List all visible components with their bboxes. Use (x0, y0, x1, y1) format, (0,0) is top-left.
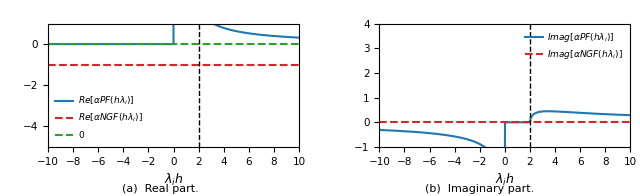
Text: (a)  Real part.: (a) Real part. (122, 184, 198, 194)
$Re[\alpha NGF(h\lambda_i)]$ (170, 64, 177, 66)
$0$ (182, 43, 190, 45)
$Imag[\alpha PF(h\lambda_i)]$ (403, 130, 410, 132)
$Imag[\alpha PF(h\lambda_i)]$ (488, 153, 495, 155)
Line: $Re[\alpha PF(h\lambda_i)]$: $Re[\alpha PF(h\lambda_i)]$ (48, 0, 198, 44)
Line: $Imag[\alpha PF(h\lambda_i)]$: $Imag[\alpha PF(h\lambda_i)]$ (380, 122, 530, 196)
$Re[\alpha PF(h\lambda_i)]$ (72, 43, 79, 45)
$Re[\alpha PF(h\lambda_i)]$ (142, 43, 150, 45)
Legend: $Imag[\alpha PF(h\lambda_i)]$, $Imag[\alpha NGF(h\lambda_i)]$: $Imag[\alpha PF(h\lambda_i)]$, $Imag[\al… (522, 28, 626, 64)
$Imag[\alpha NGF(h\lambda_i)]$ (501, 121, 509, 123)
$Re[\alpha NGF(h\lambda_i)]$ (182, 64, 190, 66)
X-axis label: $\lambda_i h$: $\lambda_i h$ (164, 172, 184, 188)
Text: (b)  Imaginary part.: (b) Imaginary part. (426, 184, 534, 194)
$Re[\alpha PF(h\lambda_i)]$ (44, 43, 52, 45)
$Re[\alpha PF(h\lambda_i)]$ (102, 43, 109, 45)
$Imag[\alpha PF(h\lambda_i)]$ (376, 129, 383, 131)
$Imag[\alpha PF(h\lambda_i)]$ (501, 121, 509, 123)
$Imag[\alpha PF(h\lambda_i)]$ (526, 121, 534, 123)
$Re[\alpha PF(h\lambda_i)]$ (157, 43, 164, 45)
$Imag[\alpha NGF(h\lambda_i)]$ (513, 121, 521, 123)
$Imag[\alpha PF(h\lambda_i)]$ (433, 133, 441, 135)
$Imag[\alpha PF(h\lambda_i)]$ (474, 142, 481, 144)
$Re[\alpha PF(h\lambda_i)]$ (168, 43, 175, 45)
$0$ (170, 43, 177, 45)
$Re[\alpha PF(h\lambda_i)]$ (195, 12, 202, 14)
X-axis label: $\lambda_i h$: $\lambda_i h$ (495, 172, 515, 188)
$Imag[\alpha PF(h\lambda_i)]$ (466, 139, 474, 141)
Legend: $Re[\alpha PF(h\lambda_i)]$, $Re[\alpha NGF(h\lambda_i)]$, $0$: $Re[\alpha PF(h\lambda_i)]$, $Re[\alpha … (52, 92, 145, 142)
$Re[\alpha PF(h\lambda_i)]$ (134, 43, 142, 45)
